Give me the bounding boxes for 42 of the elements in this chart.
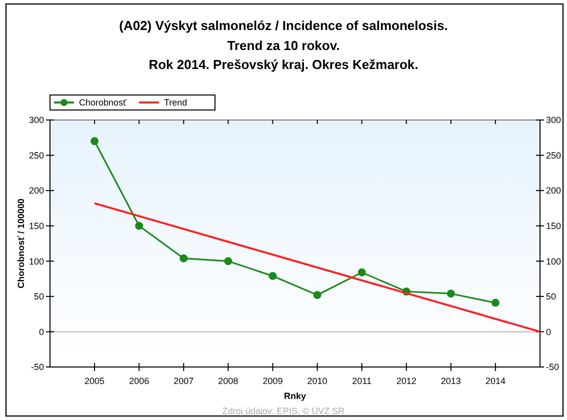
x-axis-title: Rnky — [284, 391, 306, 401]
legend-label: Chorobnosť — [79, 98, 128, 108]
y2-tick-label: 250 — [546, 150, 562, 160]
text: Zdroj údajov: EPIS, © ÚVZ SR — [222, 406, 346, 416]
point — [180, 254, 188, 262]
point — [358, 268, 366, 276]
y-tick-label: -50 — [30, 362, 44, 372]
x-tick-label: 2010 — [307, 376, 328, 386]
x-tick-label: 2007 — [174, 376, 194, 386]
y2-tick-label: -50 — [546, 362, 560, 372]
y2-tick-label: 300 — [546, 115, 562, 126]
chart-subtitle: Trend za 10 rokov. Rok 2014. Prešovský kraj. Okres Kežmarok. — [148, 38, 418, 72]
x-tick-label: 2012 — [396, 376, 416, 386]
x-tick-label: 2013 — [440, 376, 461, 386]
point — [135, 222, 144, 230]
point — [268, 272, 277, 280]
point — [491, 298, 500, 307]
y2-tick-label: 150 — [546, 221, 562, 232]
y-tick-label: 50 — [34, 292, 44, 302]
x-tick-label: 2009 — [262, 376, 283, 386]
point — [313, 291, 322, 300]
x-tick-label: 2014 — [485, 376, 506, 386]
y-tick-label: 150 — [28, 221, 44, 232]
y2-tick-label: 50 — [546, 292, 556, 302]
y2-tick-label: 100 — [546, 256, 562, 266]
y-tick-label: 0 — [38, 326, 44, 337]
y2-tick-label: 200 — [546, 186, 562, 196]
point — [90, 137, 99, 146]
x-tick-label: 2005 — [84, 376, 105, 386]
point — [224, 257, 232, 266]
x-tick-label: 2011 — [352, 376, 372, 386]
point — [446, 290, 455, 298]
y-tick-label: 250 — [28, 150, 44, 160]
x-tick-label: 2006 — [129, 376, 150, 386]
y-tick-label: 200 — [28, 186, 44, 196]
x-tick-label: 2008 — [218, 376, 238, 386]
y-tick-label: 300 — [28, 115, 44, 126]
y-axis-title: Chorobnosť / 100000 — [16, 198, 26, 288]
legend-label: Trend — [164, 98, 188, 108]
y2-tick-label: 0 — [546, 326, 552, 337]
y-tick-label: 100 — [28, 256, 44, 266]
chart-title: (A02) Výskyt salmonelóz / Incidence of salmonelosis. — [119, 18, 448, 33]
